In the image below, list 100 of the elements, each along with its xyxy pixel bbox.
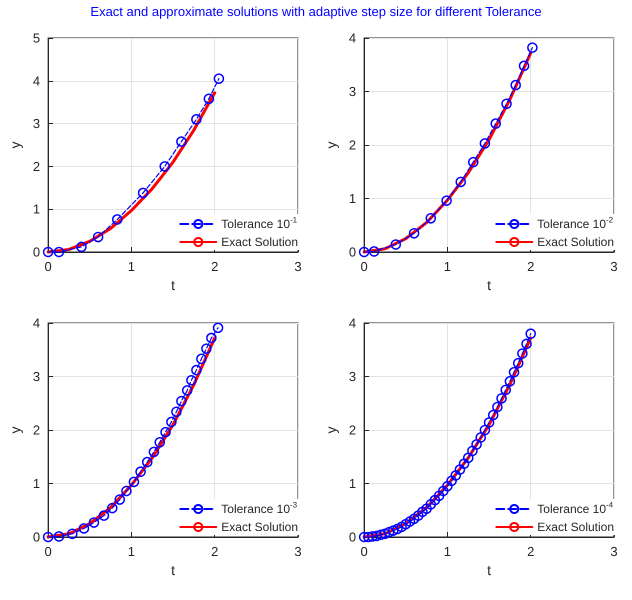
- x-tick-label: 0: [44, 259, 52, 274]
- point: [468, 156, 478, 168]
- point: [67, 528, 78, 540]
- point: [88, 517, 100, 528]
- y-axis-title: y: [323, 142, 339, 148]
- point: [421, 503, 432, 514]
- y-tick-label: 4: [32, 73, 40, 88]
- point: [480, 138, 490, 149]
- point: [408, 228, 420, 239]
- point: [480, 424, 490, 436]
- point: [527, 42, 538, 53]
- point: [214, 73, 224, 84]
- point: [206, 332, 217, 344]
- point: [390, 239, 402, 250]
- point: [446, 476, 457, 486]
- point: [166, 416, 177, 428]
- point: [54, 246, 64, 258]
- y-tick-label: 3: [32, 116, 40, 132]
- point: [135, 466, 146, 477]
- point: [191, 114, 202, 125]
- y-tick-label: 0: [32, 244, 40, 260]
- x-tick-label: 3: [294, 259, 302, 274]
- point: [392, 524, 403, 534]
- point: [186, 374, 197, 386]
- point: [148, 446, 160, 458]
- point: [426, 213, 436, 224]
- chart-title: Exact and approximate solutions with adaptive step size for different Tolerance: [89, 4, 543, 19]
- y-tick-label: 0: [348, 244, 356, 260]
- legend-label: Exact Solution: [537, 235, 614, 249]
- point: [471, 439, 482, 450]
- y-tick-label: 0: [32, 530, 40, 544]
- point: [363, 532, 374, 542]
- legend-label: Exact Solution: [221, 235, 298, 249]
- point: [376, 530, 386, 540]
- point: [176, 136, 187, 147]
- x-tick-label: 1: [444, 544, 452, 559]
- point: [450, 470, 461, 481]
- y-tick-label: 1: [32, 202, 40, 217]
- point: [42, 532, 54, 542]
- point: [490, 118, 501, 129]
- y-tick-label: 1: [32, 476, 40, 491]
- y-axis-title: y: [323, 426, 339, 434]
- point: [463, 452, 474, 464]
- y-tick-label: 2: [32, 422, 40, 438]
- x-tick-label: 2: [211, 259, 218, 274]
- point: [191, 364, 202, 376]
- y-tick-label: 2: [348, 422, 356, 438]
- point: [417, 506, 428, 518]
- point: [212, 322, 224, 334]
- point: [521, 338, 532, 350]
- x-tick-label: 3: [294, 544, 302, 559]
- point: [413, 510, 424, 521]
- point: [467, 446, 478, 456]
- y-tick-label: 3: [348, 84, 356, 99]
- point: [201, 343, 212, 354]
- point: [358, 246, 370, 258]
- point: [458, 458, 470, 469]
- point: [426, 499, 436, 510]
- legend-label: Exact Solution: [537, 520, 614, 534]
- point: [396, 522, 407, 532]
- point: [154, 437, 165, 448]
- x-axis-title: t: [487, 562, 492, 578]
- x-tick-label: 3: [610, 259, 618, 274]
- point: [128, 476, 140, 488]
- point: [438, 486, 449, 496]
- point: [510, 80, 521, 90]
- point: [121, 486, 132, 496]
- point: [78, 523, 90, 534]
- y-tick-label: 2: [32, 158, 40, 174]
- x-tick-label: 2: [527, 544, 534, 559]
- point: [434, 490, 444, 502]
- y-tick-label: 0: [348, 530, 356, 544]
- x-tick-label: 0: [360, 259, 368, 274]
- point: [196, 354, 207, 364]
- point: [508, 366, 520, 378]
- y-tick-label: 4: [348, 316, 356, 330]
- point: [138, 188, 148, 198]
- x-tick-label: 1: [128, 259, 136, 274]
- point: [456, 176, 466, 188]
- point: [112, 214, 123, 225]
- y-tick-label: 1: [348, 476, 356, 491]
- point: [517, 348, 528, 359]
- point: [441, 195, 452, 206]
- x-tick-label: 0: [44, 544, 52, 559]
- point: [430, 494, 440, 506]
- point: [504, 376, 516, 387]
- point: [204, 94, 214, 104]
- point: [442, 480, 453, 492]
- x-tick-label: 1: [128, 544, 136, 559]
- x-tick-label: 3: [610, 544, 618, 559]
- y-tick-label: 1: [348, 191, 356, 206]
- x-tick-label: 2: [527, 259, 534, 274]
- point: [42, 246, 54, 258]
- point: [98, 510, 110, 521]
- x-tick-label: 2: [211, 544, 218, 559]
- point: [160, 426, 171, 438]
- point: [159, 161, 170, 172]
- y-tick-label: 2: [348, 138, 356, 152]
- point: [454, 464, 466, 475]
- x-tick-label: 1: [444, 259, 452, 274]
